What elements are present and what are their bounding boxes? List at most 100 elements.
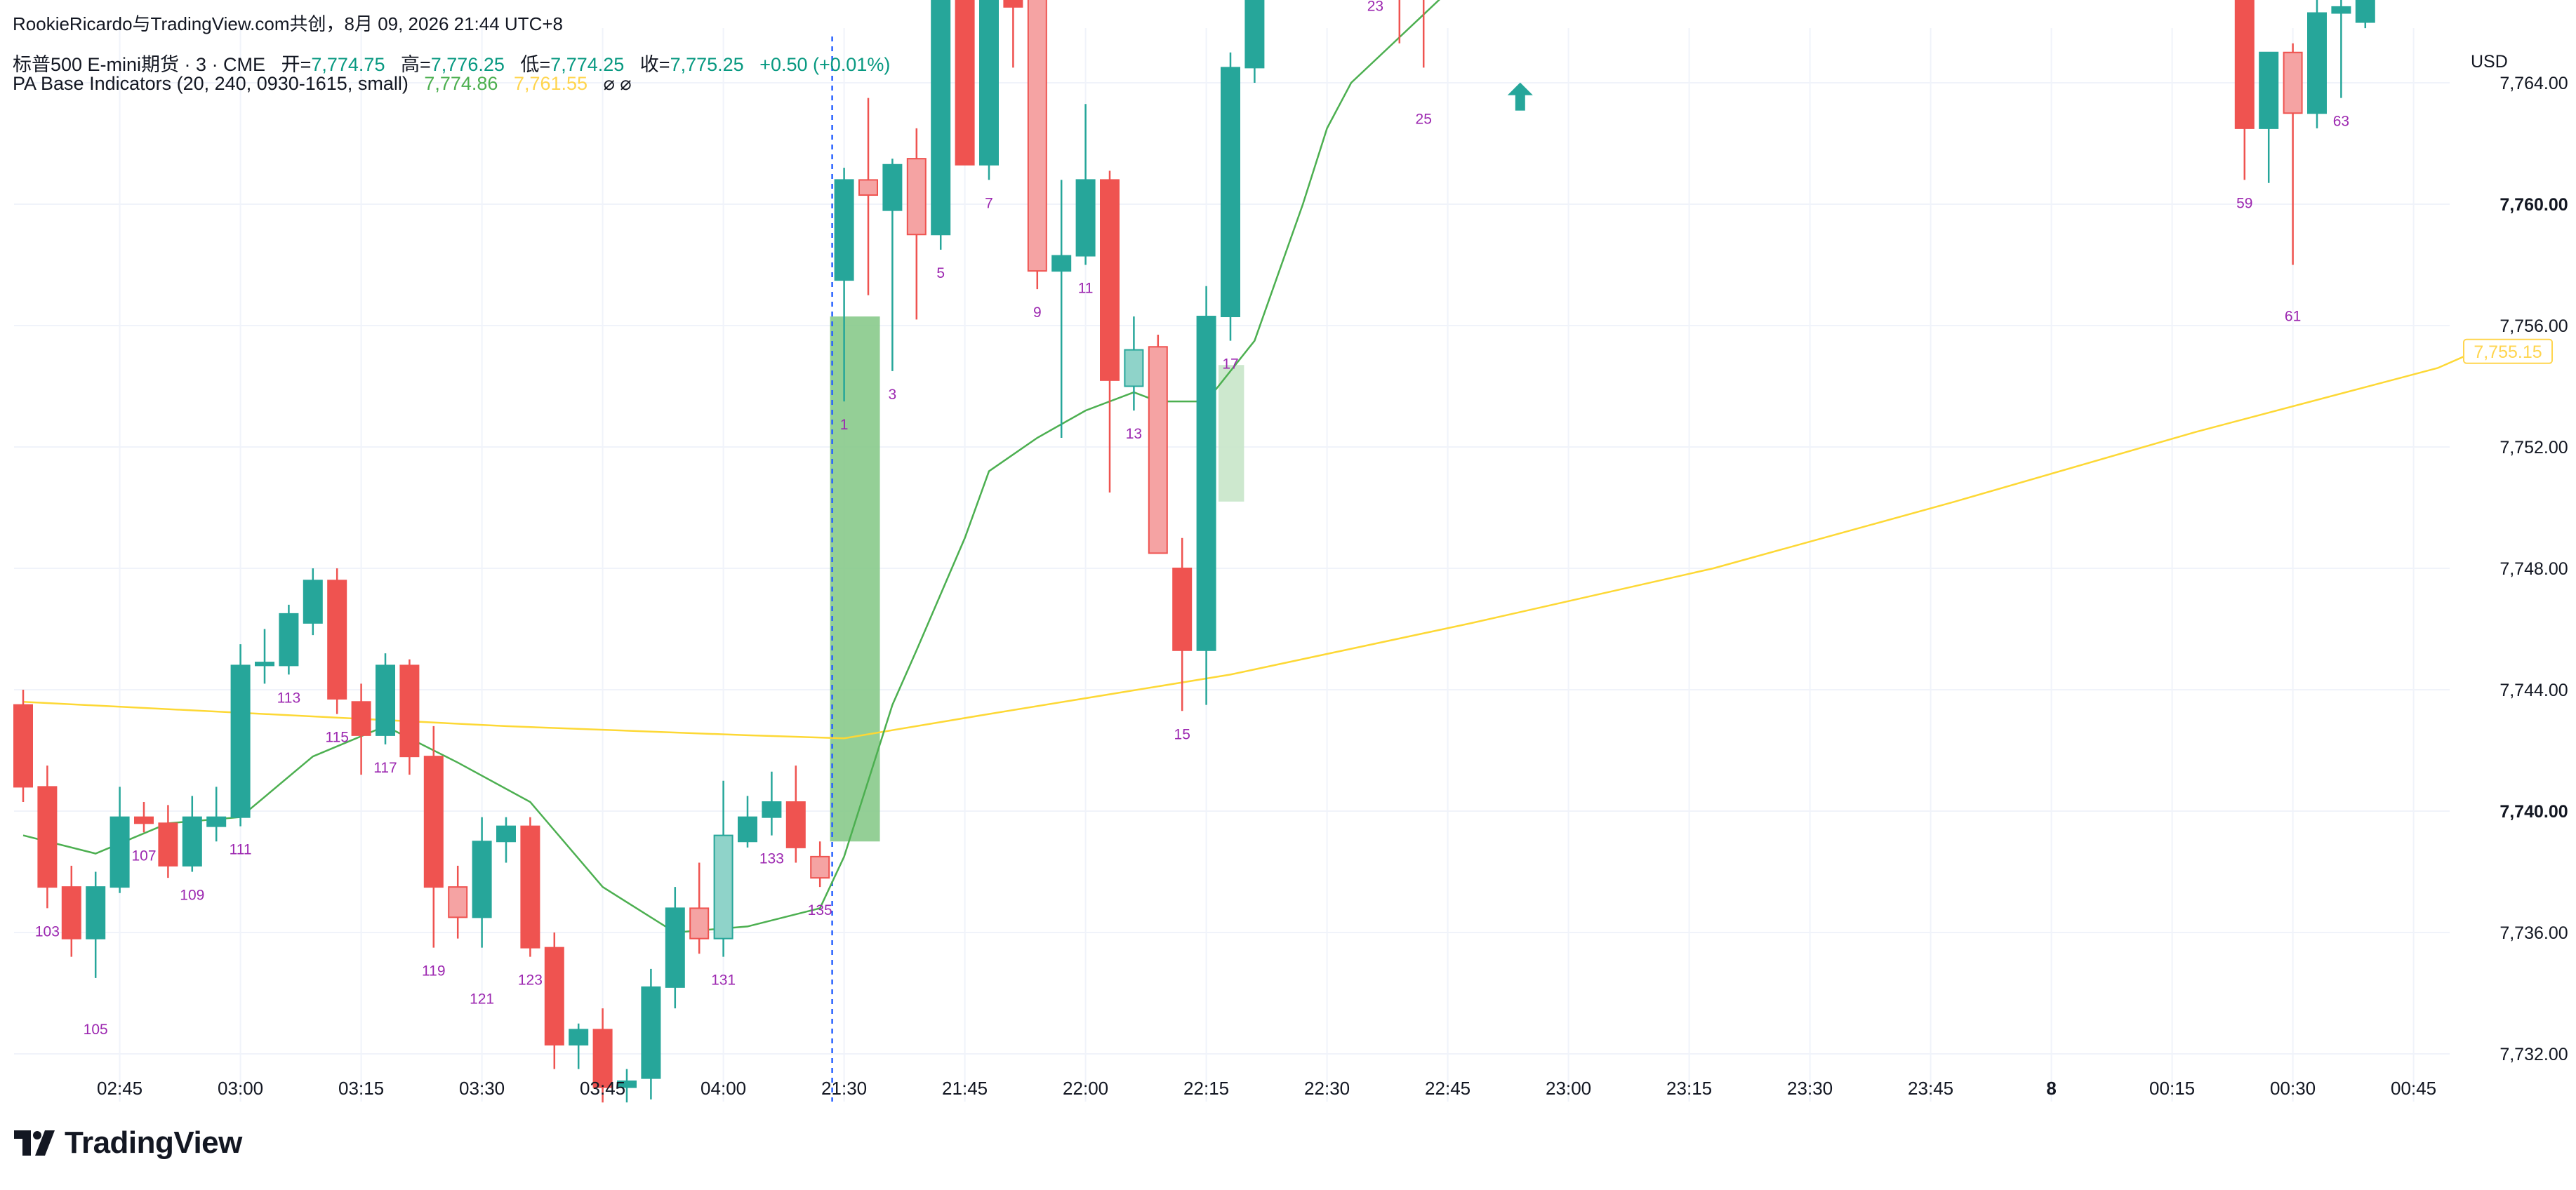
candle[interactable] [1414,0,1433,68]
candle[interactable] [1390,0,1409,44]
candle[interactable] [1027,0,1047,290]
tradingview-logo-icon [14,1130,55,1156]
candle[interactable] [37,766,58,909]
candle[interactable] [61,865,81,957]
bar-count-label: 131 [711,972,736,989]
candle[interactable] [2355,0,2375,29]
candle[interactable] [1051,180,1072,439]
indicator-legend[interactable]: PA Base Indicators (20, 240, 0930-1615, … [13,73,632,95]
candle-body [665,907,685,988]
bar-count-label: 11 [1078,281,1094,297]
candle[interactable] [279,604,299,675]
candle[interactable] [351,683,371,775]
candle[interactable] [834,168,854,402]
candle[interactable] [109,787,130,893]
candle[interactable] [1196,286,1216,705]
candle-body [931,0,951,236]
candle[interactable] [423,726,444,948]
candle[interactable] [882,159,903,371]
candle[interactable] [158,805,178,878]
candle-body [37,786,58,888]
price-tick-label: 7,736.00 [2499,923,2568,943]
candle[interactable] [1075,104,1096,265]
candle[interactable] [931,0,951,250]
candle[interactable] [665,887,685,1009]
candle[interactable] [134,802,154,833]
change-value: +0.50 (+0.01%) [759,54,891,75]
candle[interactable] [1148,334,1168,554]
candle[interactable] [1244,0,1265,83]
candle[interactable] [13,690,33,803]
candle[interactable] [448,865,468,939]
candle[interactable] [906,128,927,320]
candle[interactable] [520,817,540,957]
candle[interactable] [738,796,757,848]
time-axis[interactable]: 02:45 03:00 03:15 03:30 03:45 04:00 21:30 21:45… [97,1078,2436,1099]
candle[interactable] [1003,0,1023,68]
time-tick-label: 03:00 [218,1078,263,1099]
candle[interactable] [1221,52,1240,341]
candle-body [713,834,733,940]
candle[interactable] [785,766,806,863]
price-tags: 7,775.257,772.727,770.257,755.15 [2463,338,2553,364]
candle[interactable] [810,841,830,888]
candle[interactable] [86,871,106,978]
candle-body [520,825,540,949]
candle[interactable] [255,629,274,684]
candle[interactable] [1100,171,1120,493]
candle[interactable] [617,1069,637,1103]
arrow-up-icon[interactable] [1507,82,1533,111]
candle[interactable] [2307,0,2327,128]
candle[interactable] [1172,537,1193,711]
symbol-legend[interactable]: 标普500 E-mini期货 · 3 · CME 开=7,774.75 高=7,… [13,49,890,76]
candle-body [61,886,81,940]
candle[interactable] [182,796,202,872]
candle[interactable] [979,0,999,180]
high-value: 7,776.25 [430,54,505,75]
candle[interactable] [399,659,420,775]
candle-body [738,816,757,843]
candle[interactable] [2331,0,2351,98]
price-axis[interactable]: USD 7,732.00 7,736.00 7,740.00 7,744.00 7,748… [2471,0,2568,1064]
indicator-visibility-icons[interactable]: ⌀ ⌀ [603,73,632,94]
drawn-arrows[interactable] [1341,0,2146,111]
candle[interactable] [858,98,878,295]
candle[interactable] [1124,316,1144,411]
candle[interactable] [2234,0,2255,180]
candle[interactable] [762,771,782,836]
candle-body [182,816,202,867]
candle-body [206,816,227,827]
candle[interactable] [303,568,323,636]
candle[interactable] [569,1023,589,1069]
candle-body [955,0,975,166]
indicator-name[interactable]: PA Base Indicators (20, 240, 0930-1615, … [13,73,409,94]
candle[interactable] [592,1008,613,1103]
bar-count-label: 113 [277,690,300,706]
candle[interactable] [496,817,516,863]
candle[interactable] [955,0,975,166]
currency-label[interactable]: USD [2471,52,2508,72]
candle-body [279,613,299,667]
candle[interactable] [472,817,492,948]
time-tick-label: 03:30 [459,1078,505,1099]
bar-count-label: 3 [889,387,897,403]
candle[interactable] [544,932,564,1069]
candle[interactable] [376,653,395,744]
candle[interactable] [713,780,733,957]
tradingview-logo[interactable]: TradingView [14,1125,242,1161]
candle-body [2259,51,2279,129]
candle[interactable] [641,968,661,1099]
candle[interactable] [689,862,710,954]
candle[interactable] [206,787,227,842]
candle-body [496,825,516,843]
candle[interactable] [2283,43,2303,265]
symbol-name[interactable]: 标普500 E-mini期货 · 3 · CME [13,54,266,75]
candle-body [230,664,251,818]
candles[interactable] [13,0,2471,1103]
candle[interactable] [327,568,347,714]
close-value: 7,775.25 [670,54,744,75]
candle[interactable] [2259,51,2279,183]
ema20-value: 7,774.86 [424,73,498,94]
candle[interactable] [230,644,251,827]
